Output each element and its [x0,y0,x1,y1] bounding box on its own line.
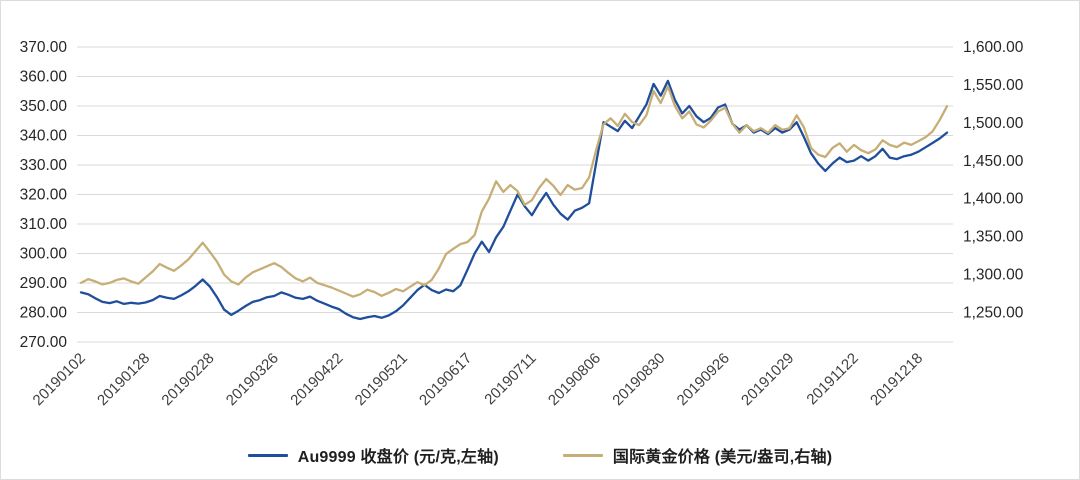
x-axis-tick-label: 20190521 [352,350,411,409]
y-axis-left-tick-label: 360.00 [20,69,68,86]
x-axis-tick-label: 20190617 [416,350,475,409]
x-axis-tick-label: 20190228 [158,350,217,409]
y-axis-left-tick-label: 340.00 [20,128,68,145]
y-axis-left-tick-label: 320.00 [20,187,68,204]
legend-label-international-gold: 国际黄金价格 (美元/盎司,右轴) [612,449,833,466]
y-axis-left-tick-label: 300.00 [20,246,68,263]
y-axis-right-tick-label: 1,350.00 [963,229,1024,246]
x-axis-tick-label: 20190711 [481,350,539,408]
x-axis-tick-label: 20191218 [867,350,926,409]
y-axis-left-tick-label: 270.00 [20,334,68,351]
legend-item-international-gold[interactable]: 国际黄金价格 (美元/盎司,右轴) [562,443,833,467]
legend-line-swatch-au9999 [247,453,288,457]
legend-line-swatch-international-gold [562,453,603,457]
x-axis-tick-label: 20190806 [545,350,604,409]
y-axis-right-tick-label: 1,500.00 [963,115,1024,132]
y-axis-right-tick-label: 1,450.00 [963,153,1024,170]
chart-legend: Au9999 收盘价 (元/克,左轴) 国际黄金价格 (美元/盎司,右轴) [1,443,1079,467]
y-axis-right-tick-label: 1,600.00 [963,39,1024,56]
x-axis-tick-label: 20191122 [803,350,861,408]
x-axis-tick-label: 20190102 [30,350,89,409]
legend-label-au9999: Au9999 收盘价 (元/克,左轴) [297,449,499,466]
legend-item-au9999[interactable]: Au9999 收盘价 (元/克,左轴) [247,443,499,467]
y-axis-left-tick-label: 280.00 [20,305,68,322]
y-axis-right-tick-label: 1,550.00 [963,77,1024,94]
y-axis-left-tick-label: 330.00 [20,157,68,174]
y-axis-left-tick-label: 290.00 [20,275,68,292]
series-line-international-gold [79,85,949,298]
y-axis-left-tick-label: 310.00 [20,216,68,233]
x-axis-tick-label: 20190422 [287,350,346,409]
series-line-au9999 [79,79,949,321]
y-axis-right-tick-label: 1,400.00 [963,191,1024,208]
x-axis-tick-label: 20190830 [609,350,668,409]
x-axis-tick-label: 20191029 [738,350,797,409]
x-axis-tick-label: 20190326 [223,350,282,409]
y-axis-right-tick-label: 1,300.00 [963,267,1024,284]
x-axis-tick-label: 20190926 [674,350,733,409]
x-axis-tick-label: 20190128 [94,350,153,409]
y-axis-left-tick-label: 370.00 [20,39,68,56]
y-axis-left-tick-label: 350.00 [20,98,68,115]
y-axis-right-tick-label: 1,250.00 [963,305,1024,322]
